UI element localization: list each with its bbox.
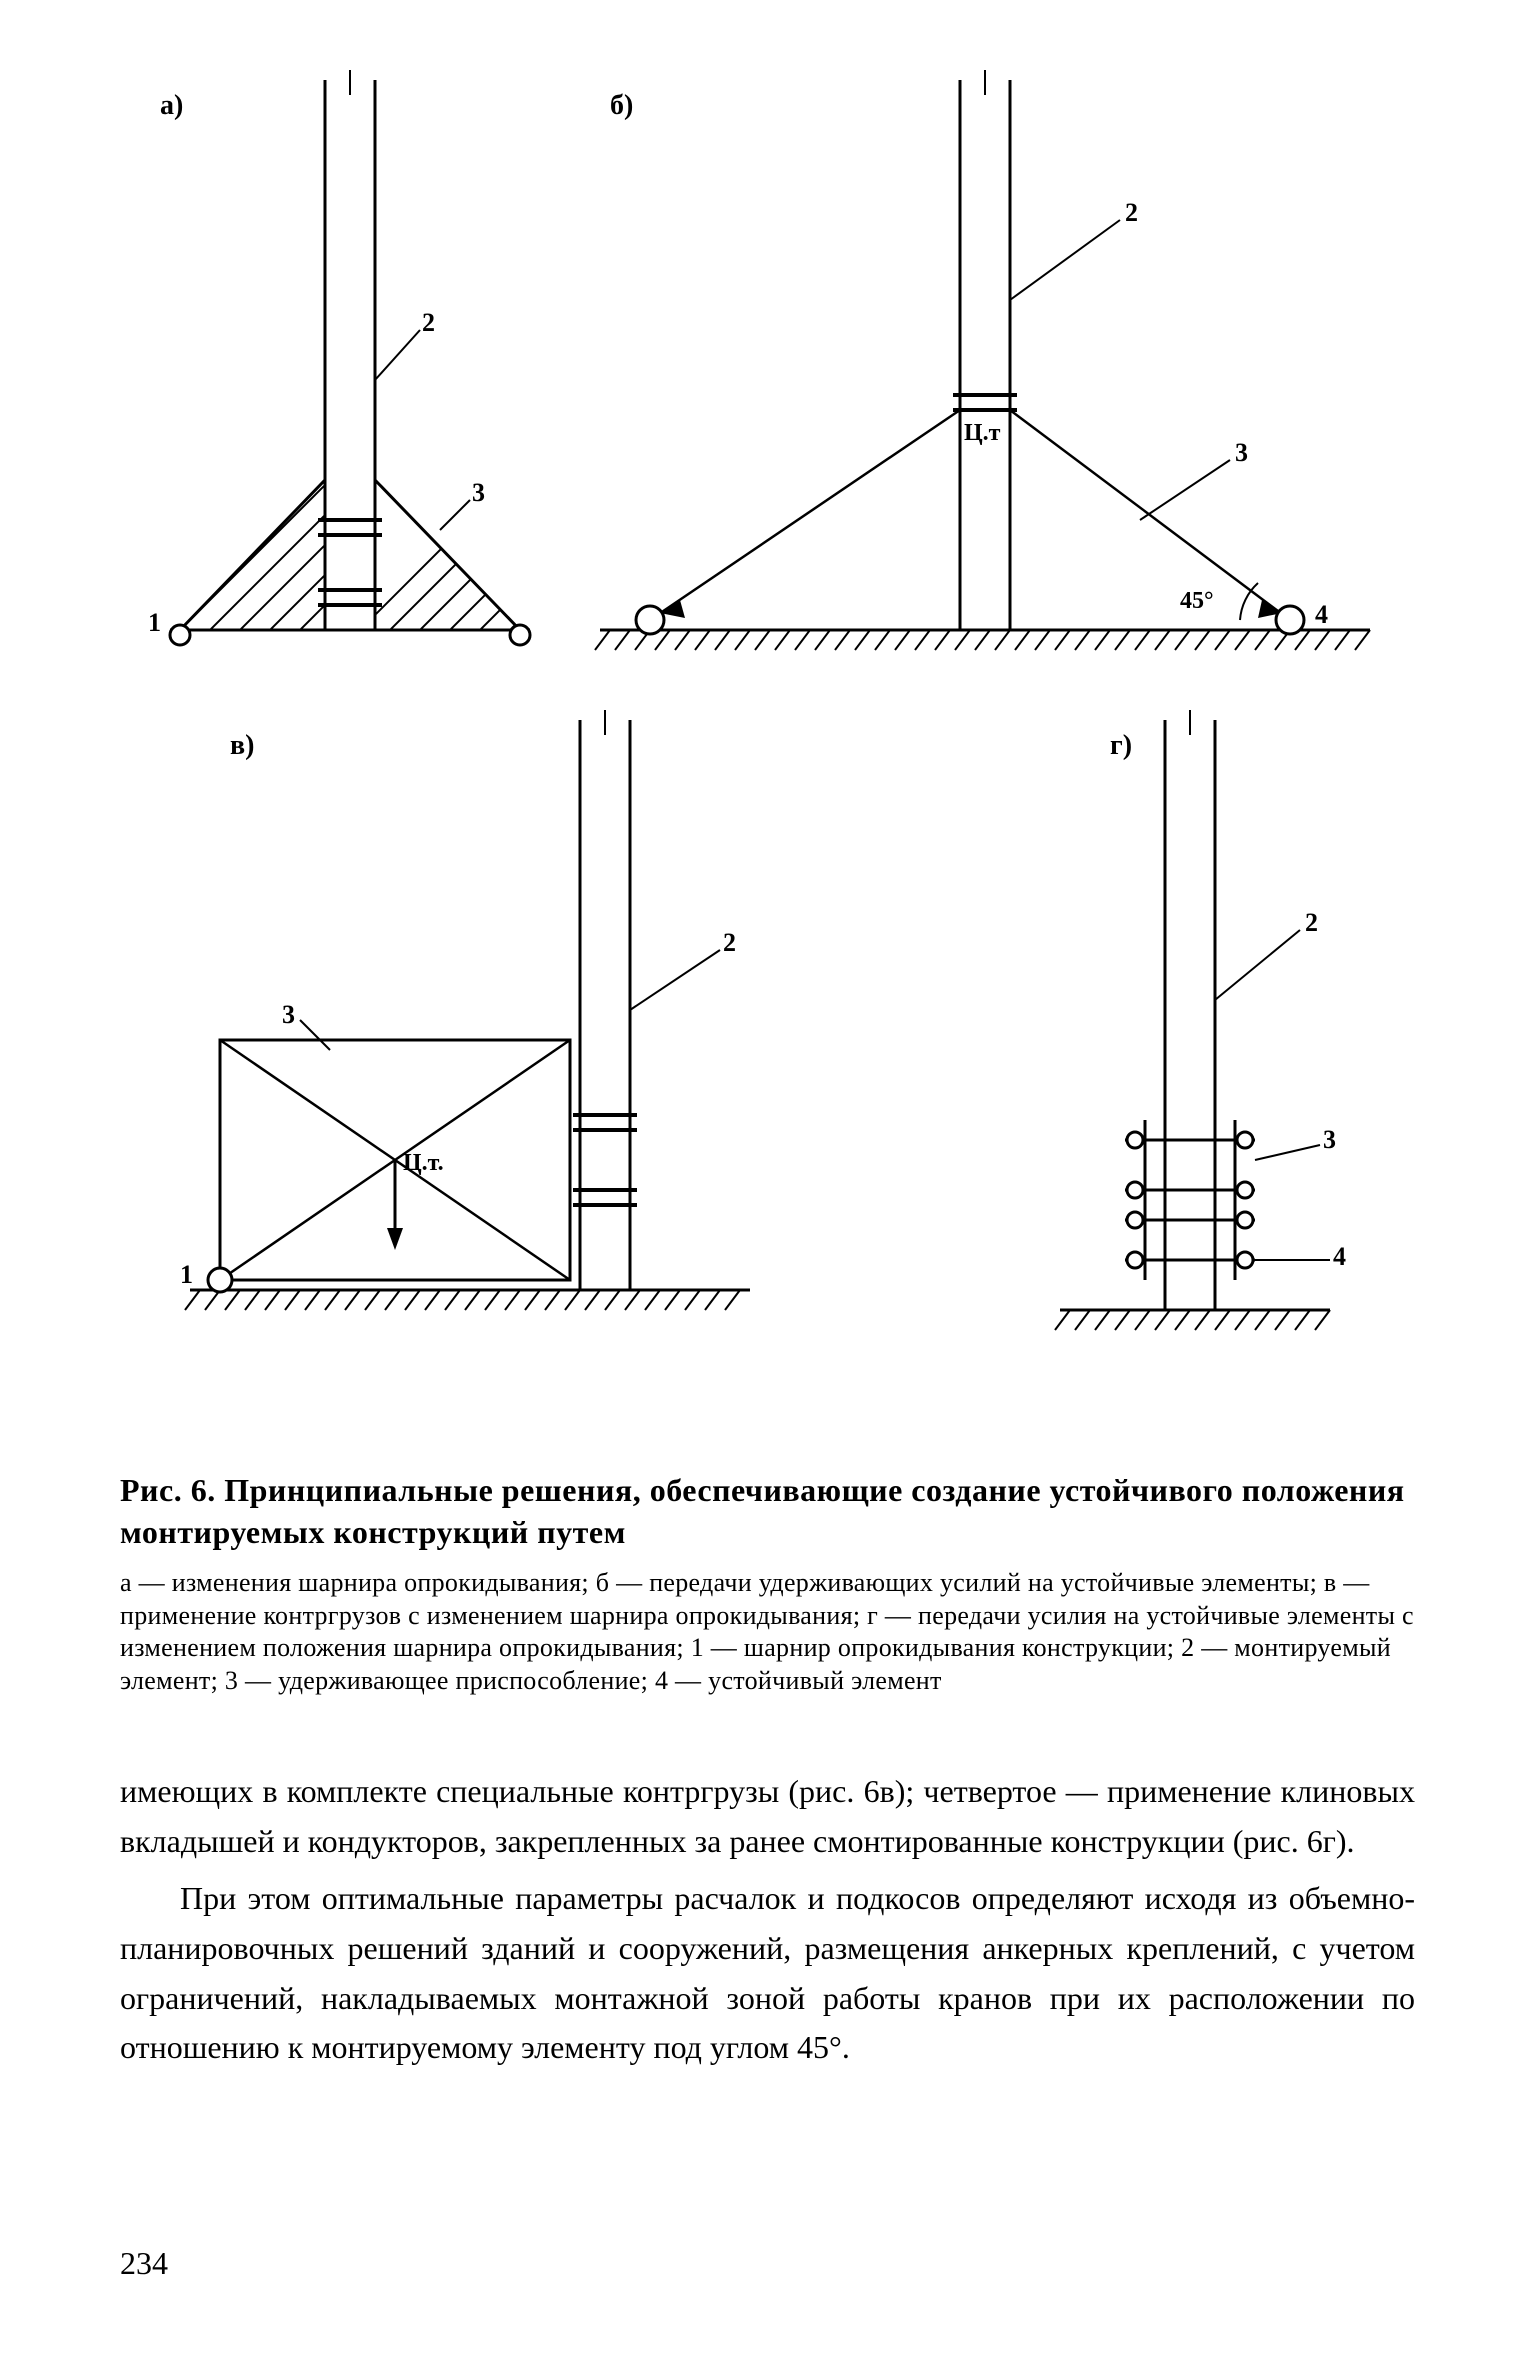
figure-label-a: а) [160,90,183,122]
angle-45: 45° [1180,588,1214,615]
ct-label-b: Ц.т [964,420,1000,447]
page-number: 234 [120,2245,168,2282]
num-label-1: 1 [148,608,161,638]
figure-g-svg [1000,700,1400,1380]
caption-title: Рис. 6. Принципиальные решения, обеспечи… [120,1470,1415,1553]
figure-label-g: г) [1110,730,1132,762]
num-label-2b: 2 [1125,198,1138,228]
figure-b: б) [560,60,1380,680]
ct-label-v: Ц.т. [403,1150,444,1177]
figure-v-svg [160,700,780,1380]
body-para-1: имеющих в комплекте специальные контргру… [120,1767,1415,1866]
figure-label-v: в) [230,730,254,762]
body-text: имеющих в комплекте специальные контргру… [120,1767,1415,2073]
body-para-2: При этом оптимальные параметры расчалок … [120,1874,1415,2072]
num-label-3: 3 [472,478,485,508]
num-label-3g: 3 [1323,1125,1336,1155]
num-label-3b: 3 [1235,438,1248,468]
figure-v: в) [160,700,780,1380]
figures-area: а) [120,60,1415,1440]
num-label-4b: 4 [1315,600,1328,630]
num-label-2g: 2 [1305,908,1318,938]
figure-g: г) [1000,700,1400,1380]
num-label-2: 2 [422,308,435,338]
figure-label-b: б) [610,90,633,122]
num-label-1v: 1 [180,1260,193,1290]
num-label-3v: 3 [282,1000,295,1030]
caption-block: Рис. 6. Принципиальные решения, обеспечи… [120,1470,1415,1697]
num-label-4g: 4 [1333,1242,1346,1272]
figure-a-svg [160,60,560,680]
figure-a: а) [160,60,560,680]
caption-legend: а — изменения шарнира опрокидывания; б —… [120,1567,1415,1697]
num-label-2v: 2 [723,928,736,958]
figure-b-svg [560,60,1380,680]
